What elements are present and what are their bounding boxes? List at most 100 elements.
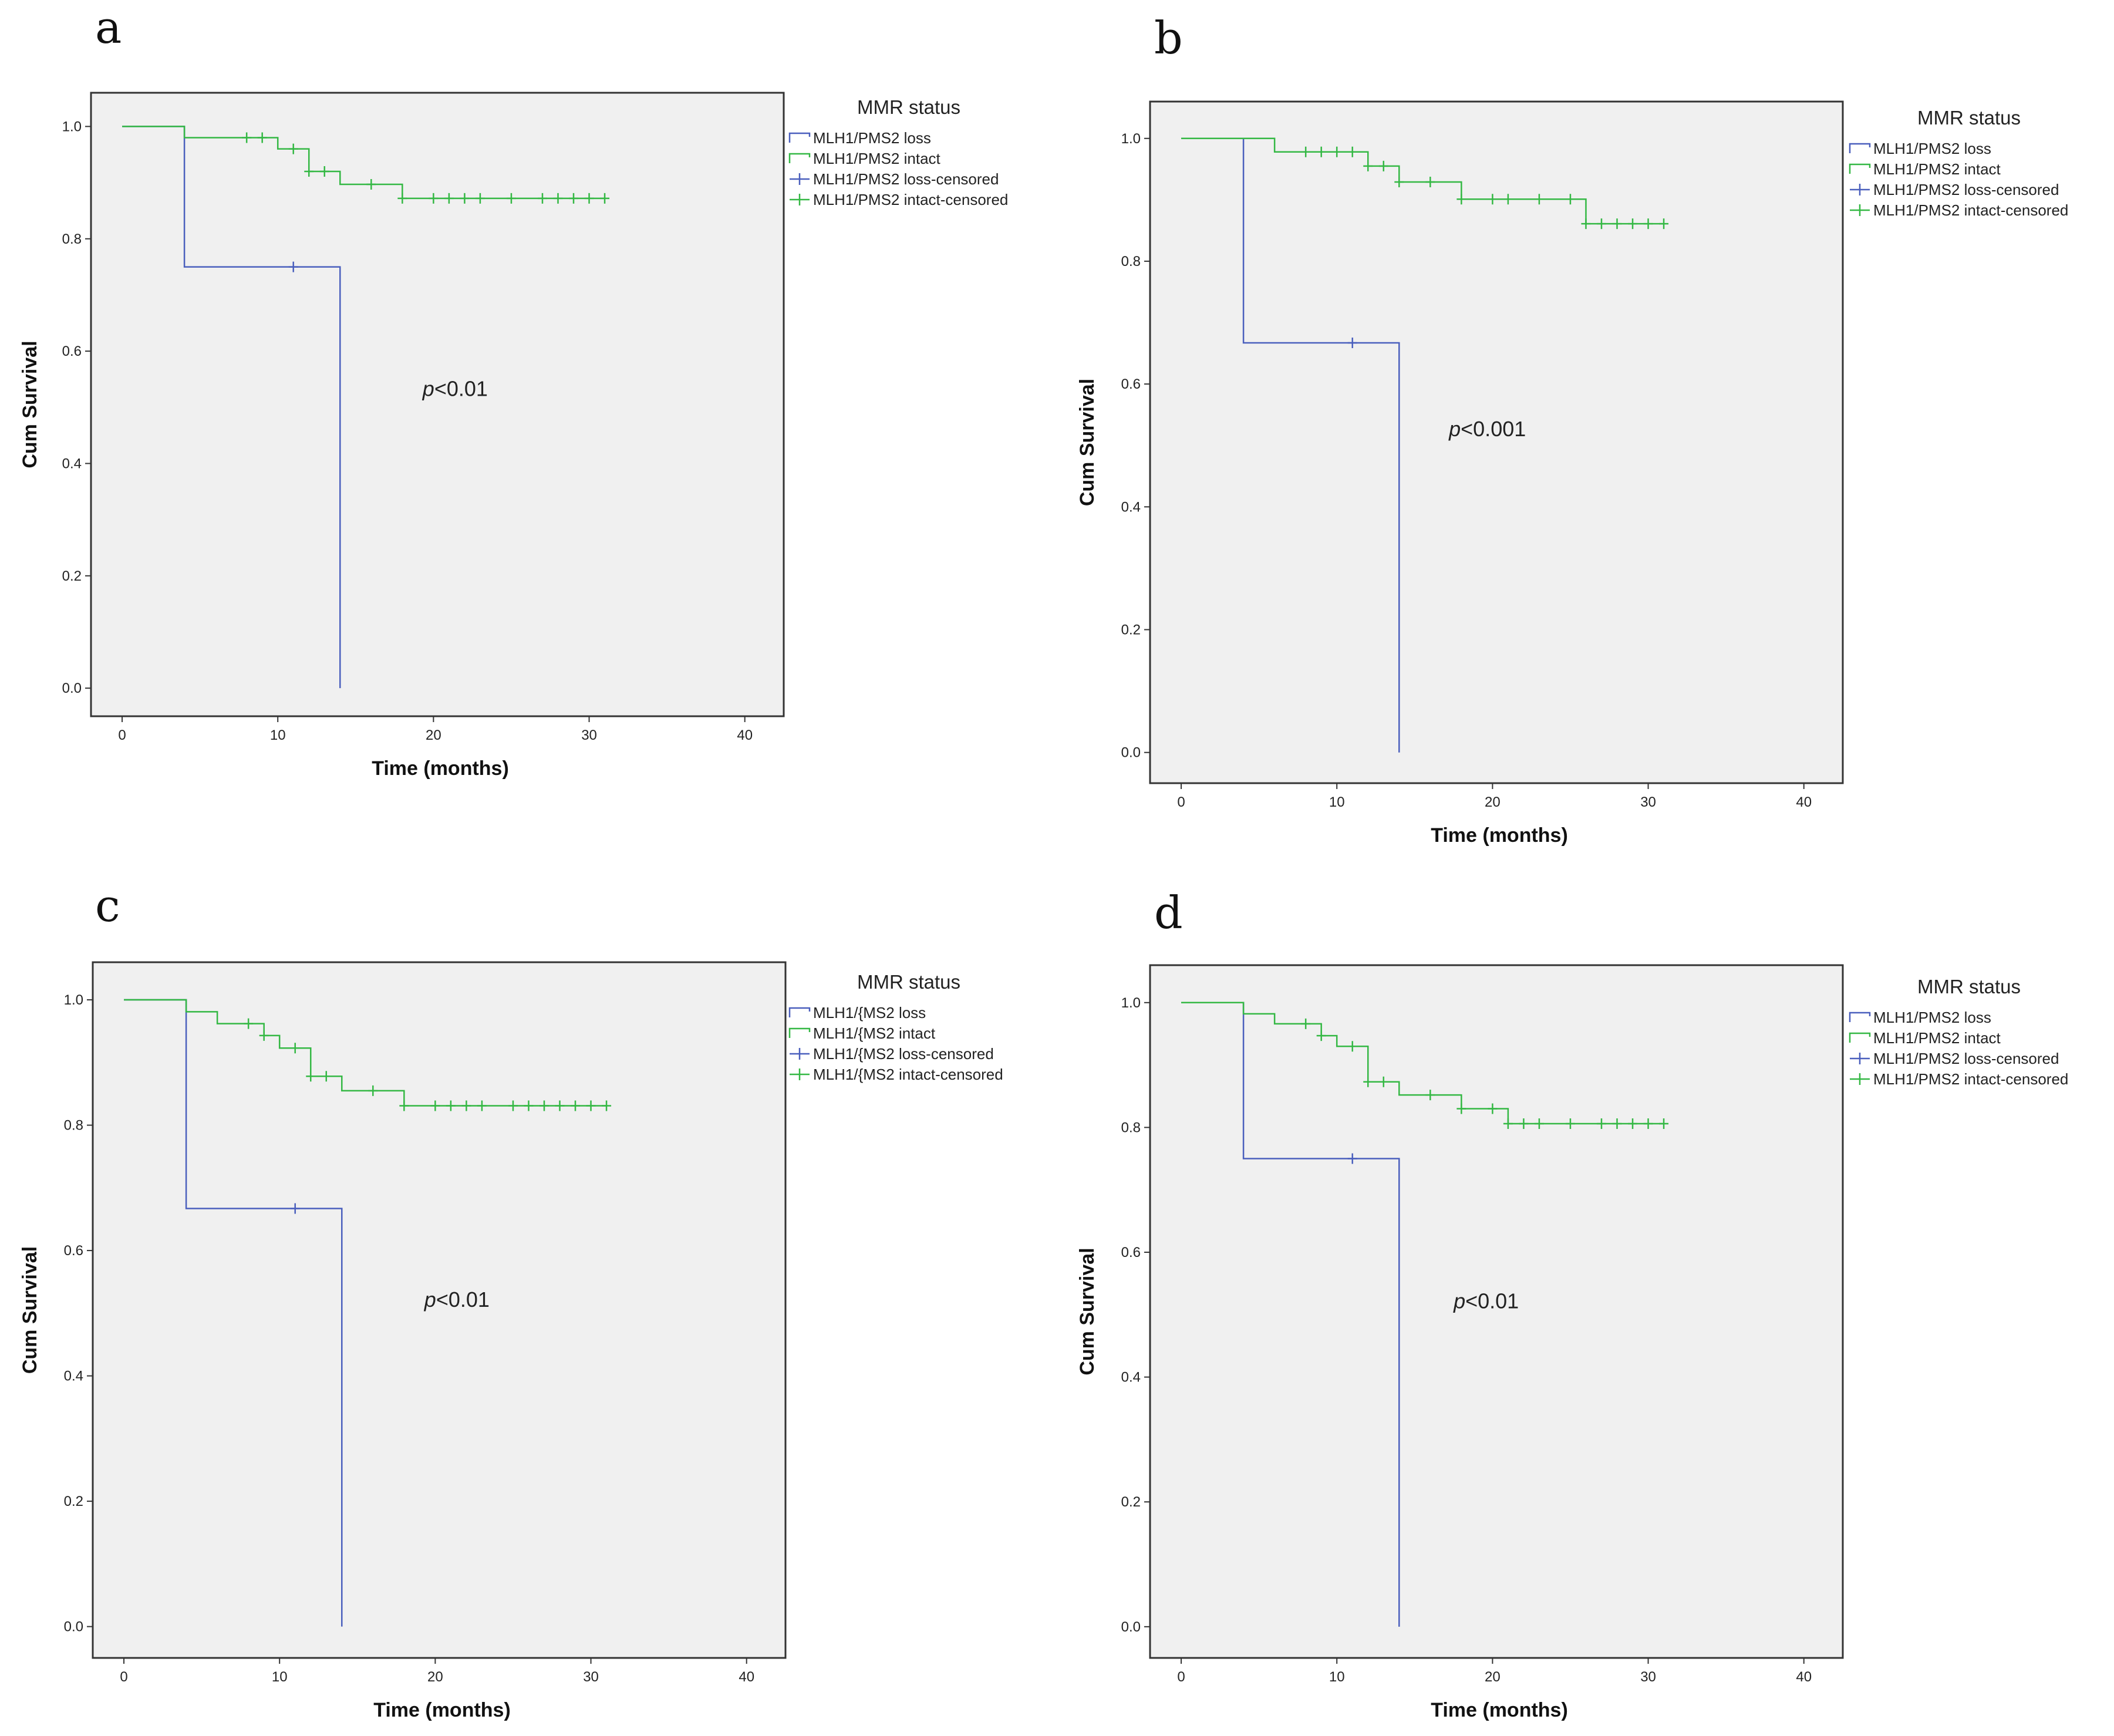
y-axis-title: Cum Survival xyxy=(1076,379,1098,506)
censor-mark xyxy=(1565,194,1575,205)
censor-mark xyxy=(397,193,407,204)
y-tick-label: 0.8 xyxy=(1121,1120,1141,1135)
legend-entry-label: MLH1/{MS2 intact xyxy=(813,1024,936,1042)
censor-mark xyxy=(244,1018,254,1029)
censor-mark xyxy=(1456,1103,1466,1114)
censor-mark xyxy=(242,132,252,143)
censor-mark xyxy=(321,1071,331,1082)
x-tick-label: 20 xyxy=(426,727,441,743)
censor-mark xyxy=(1565,1118,1575,1130)
y-tick-label: 1.0 xyxy=(1121,995,1141,1011)
censor-mark xyxy=(1488,1103,1498,1114)
plot-area xyxy=(1149,100,1844,784)
x-axis-title: Time (months) xyxy=(1431,824,1568,847)
legend-swatch-censor xyxy=(790,194,810,205)
censor-mark xyxy=(366,178,376,190)
censor-mark xyxy=(1378,1076,1388,1087)
panel-label: b xyxy=(1154,12,1183,64)
censor-mark xyxy=(1628,218,1638,230)
legend-swatch-censor xyxy=(1850,1073,1870,1085)
legend-swatch-line xyxy=(788,1027,811,1038)
legend-entry-label: MLH1/{MS2 loss xyxy=(813,1004,926,1022)
censor-mark xyxy=(600,193,610,204)
legend-swatch-censor xyxy=(1850,184,1870,195)
censor-mark xyxy=(1596,1118,1606,1130)
panel-label: a xyxy=(95,1,122,53)
x-tick-label: 30 xyxy=(1640,1669,1656,1685)
censor-mark xyxy=(477,1100,487,1111)
x-tick-label: 0 xyxy=(120,1669,127,1685)
censor-mark xyxy=(1363,160,1373,171)
x-tick-label: 20 xyxy=(427,1669,443,1685)
censor-mark xyxy=(571,1100,581,1111)
censor-mark xyxy=(290,1203,300,1214)
x-tick-label: 20 xyxy=(1485,794,1501,810)
censor-mark xyxy=(1612,1118,1622,1130)
x-axis-title: Time (months) xyxy=(372,757,509,780)
censor-mark xyxy=(1301,1018,1311,1029)
legend-entry-label: MLH1/PMS2 loss xyxy=(1873,140,1991,157)
censor-mark xyxy=(1581,218,1591,230)
censor-mark xyxy=(460,193,470,204)
x-tick-label: 30 xyxy=(581,727,597,743)
x-tick-label: 40 xyxy=(1796,794,1812,810)
x-tick-label: 20 xyxy=(1485,1669,1501,1685)
censor-mark xyxy=(304,166,314,177)
y-tick-label: 0.4 xyxy=(1121,1370,1141,1386)
censor-mark xyxy=(555,1100,565,1111)
censor-mark xyxy=(1628,1118,1638,1130)
legend-entry-label: MLH1/PMS2 loss-censored xyxy=(1873,181,2059,198)
x-tick-label: 40 xyxy=(737,727,753,743)
y-tick-label: 0.8 xyxy=(62,231,82,247)
legend-entry-label: MLH1/PMS2 loss xyxy=(813,129,931,147)
censor-mark xyxy=(1519,1118,1529,1130)
x-tick-label: 10 xyxy=(1329,794,1345,810)
y-tick-label: 0.6 xyxy=(64,1243,83,1259)
censor-mark xyxy=(584,193,594,204)
censor-mark xyxy=(569,193,579,204)
censor-mark xyxy=(1332,146,1342,157)
censor-mark xyxy=(1659,218,1669,230)
censor-mark xyxy=(1596,218,1606,230)
p-value-annotation: p<0.01 xyxy=(422,377,488,401)
y-tick-label: 0.4 xyxy=(1121,499,1141,515)
legend-swatch-censor xyxy=(1850,1053,1870,1064)
x-tick-label: 10 xyxy=(270,727,286,743)
legend-swatch-line xyxy=(788,153,811,163)
censor-mark xyxy=(1425,1090,1435,1101)
censor-mark xyxy=(586,1100,596,1111)
panel-a: a 0.0 0.2 0.4 0.6 0.8 1.0 0 10 20 30 40 Time (month… xyxy=(0,0,1057,868)
x-tick-label: 30 xyxy=(1640,794,1656,810)
km-plot: 0.0 0.2 0.4 0.6 0.8 1.0 0 10 20 30 40 Time (months)… xyxy=(1076,100,2068,847)
plot-area xyxy=(92,961,787,1659)
x-tick-label: 10 xyxy=(1329,1669,1345,1685)
censor-mark xyxy=(1347,338,1357,349)
plot-area xyxy=(90,92,785,717)
censor-mark xyxy=(1534,194,1544,205)
legend-entry-label: MLH1/PMS2 loss-censored xyxy=(813,170,999,188)
legend-swatch-censor xyxy=(790,1048,810,1060)
km-plot: 0.0 0.2 0.4 0.6 0.8 1.0 0 10 20 30 40 Time (months)… xyxy=(19,961,1003,1721)
legend-entry-label: MLH1/PMS2 loss-censored xyxy=(1873,1050,2059,1067)
y-tick-label: 0.6 xyxy=(1121,1245,1141,1260)
legend-entry-label: MLH1/PMS2 loss xyxy=(1873,1009,1991,1026)
x-tick-label: 10 xyxy=(272,1669,288,1685)
x-tick-label: 0 xyxy=(1177,794,1185,810)
censor-mark xyxy=(539,1100,549,1111)
censor-mark xyxy=(306,1071,316,1082)
censor-mark xyxy=(475,193,485,204)
censor-mark xyxy=(1534,1118,1544,1130)
y-tick-label: 1.0 xyxy=(1121,131,1141,147)
x-tick-label: 30 xyxy=(583,1669,599,1685)
censor-mark xyxy=(602,1100,612,1111)
censor-mark xyxy=(1612,218,1622,230)
p-value-annotation: p<0.01 xyxy=(1453,1289,1519,1313)
censor-mark xyxy=(446,1100,456,1111)
censor-mark xyxy=(537,193,547,204)
censor-mark xyxy=(1643,218,1653,230)
legend-swatch-line xyxy=(1849,1032,1871,1043)
legend-title: MMR status xyxy=(857,971,960,993)
survival-curve-intact xyxy=(122,126,605,200)
x-tick-label: 0 xyxy=(1177,1669,1185,1685)
y-tick-label: 0.2 xyxy=(1121,1494,1141,1510)
